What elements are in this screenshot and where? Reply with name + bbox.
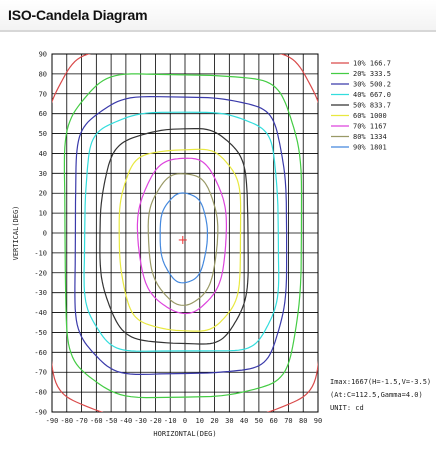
x-tick-label: 80 bbox=[299, 417, 307, 425]
x-axis-label: HORIZONTAL(DEG) bbox=[153, 430, 216, 438]
y-tick-label: -70 bbox=[34, 369, 47, 377]
y-tick-label: 40 bbox=[39, 150, 47, 158]
legend-label: 90% 1801 bbox=[353, 144, 387, 152]
page-title: ISO-Candela Diagram bbox=[8, 7, 148, 23]
contour-line-7 bbox=[136, 157, 227, 315]
contour-line-3 bbox=[74, 95, 288, 375]
x-tick-label: -70 bbox=[75, 417, 88, 425]
contour-line-5 bbox=[99, 127, 249, 345]
y-tick-label: 60 bbox=[39, 110, 47, 118]
legend-label: 30% 500.2 bbox=[353, 81, 391, 89]
legend-label: 20% 333.5 bbox=[353, 70, 391, 78]
y-tick-label: 30 bbox=[39, 170, 47, 178]
annotations: Imax:1667(H=-1.5,V=-3.5) (At:C=112.5,Gamm… bbox=[330, 378, 431, 412]
x-tick-label: -40 bbox=[120, 417, 133, 425]
x-tick-label: 30 bbox=[225, 417, 233, 425]
contour-line-4 bbox=[83, 111, 280, 352]
y-tick-label: -30 bbox=[34, 289, 47, 297]
x-tick-label: 20 bbox=[210, 417, 218, 425]
x-tick-label: 90 bbox=[314, 417, 322, 425]
y-tick-label: 20 bbox=[39, 190, 47, 198]
x-tick-label: 10 bbox=[196, 417, 204, 425]
y-tick-label: 50 bbox=[39, 130, 47, 138]
legend-label: 10% 166.7 bbox=[353, 60, 391, 68]
x-tick-label: -90 bbox=[46, 417, 59, 425]
grid bbox=[51, 53, 319, 413]
legend-label: 40% 667.0 bbox=[353, 91, 391, 99]
contour-line-8 bbox=[147, 173, 219, 306]
y-tick-label: 0 bbox=[43, 230, 47, 238]
y-tick-label: -80 bbox=[34, 389, 47, 397]
annotation-text: UNIT: cd bbox=[330, 404, 364, 412]
y-tick-label: 90 bbox=[39, 51, 47, 59]
x-tick-label: -20 bbox=[149, 417, 162, 425]
y-axis-label: VERTICAL(DEG) bbox=[12, 206, 20, 261]
x-tick-label: -50 bbox=[105, 417, 118, 425]
x-tick-label: 40 bbox=[240, 417, 248, 425]
x-tick-label: 0 bbox=[183, 417, 187, 425]
x-tick-label: -80 bbox=[60, 417, 73, 425]
y-tick-label: -90 bbox=[34, 409, 47, 417]
y-tick-label: -40 bbox=[34, 309, 47, 317]
y-tick-label: -50 bbox=[34, 329, 47, 337]
annotation-text: Imax:1667(H=-1.5,V=-3.5) bbox=[330, 378, 431, 386]
contour-line-9 bbox=[159, 192, 208, 284]
x-tick-label: -60 bbox=[90, 417, 103, 425]
y-tick-label: 70 bbox=[39, 90, 47, 98]
x-tick-label: 60 bbox=[269, 417, 277, 425]
x-tick-label: 70 bbox=[284, 417, 292, 425]
x-tick-label: 50 bbox=[255, 417, 263, 425]
x-tick-label: -30 bbox=[134, 417, 147, 425]
contour-line-1 bbox=[52, 54, 318, 412]
y-tick-label: -10 bbox=[34, 249, 47, 257]
y-tick-label: -20 bbox=[34, 269, 47, 277]
annotation-text: (At:C=112.5,Gamma=4.0) bbox=[330, 391, 423, 399]
y-tick-label: 10 bbox=[39, 210, 47, 218]
contour-line-2 bbox=[63, 73, 303, 399]
iso-candela-chart: -90 -80 -70 -60 -50 -40 -30 -20 -10 0 10 20 30 40 50 60… bbox=[0, 32, 436, 468]
y-tick-label: -60 bbox=[34, 349, 47, 357]
legend-label: 80% 1334 bbox=[353, 133, 387, 141]
legend: 10% 166.7 20% 333.5 30% 500.2 40% 667.0 50% … bbox=[331, 60, 391, 152]
legend-label: 60% 1000 bbox=[353, 112, 387, 120]
y-tick-label: 80 bbox=[39, 70, 47, 78]
legend-label: 50% 833.7 bbox=[353, 102, 391, 110]
tick-labels: -90 -80 -70 -60 -50 -40 -30 -20 -10 0 10 20 30 40 50 60… bbox=[34, 51, 322, 426]
x-tick-label: -10 bbox=[164, 417, 177, 425]
page-header: ISO-Candela Diagram bbox=[0, 0, 436, 32]
contour-lines bbox=[52, 54, 318, 412]
legend-label: 70% 1167 bbox=[353, 123, 387, 131]
contour-line-6 bbox=[118, 148, 242, 332]
chart-svg: -90 -80 -70 -60 -50 -40 -30 -20 -10 0 10 20 30 40 50 60… bbox=[12, 51, 431, 439]
